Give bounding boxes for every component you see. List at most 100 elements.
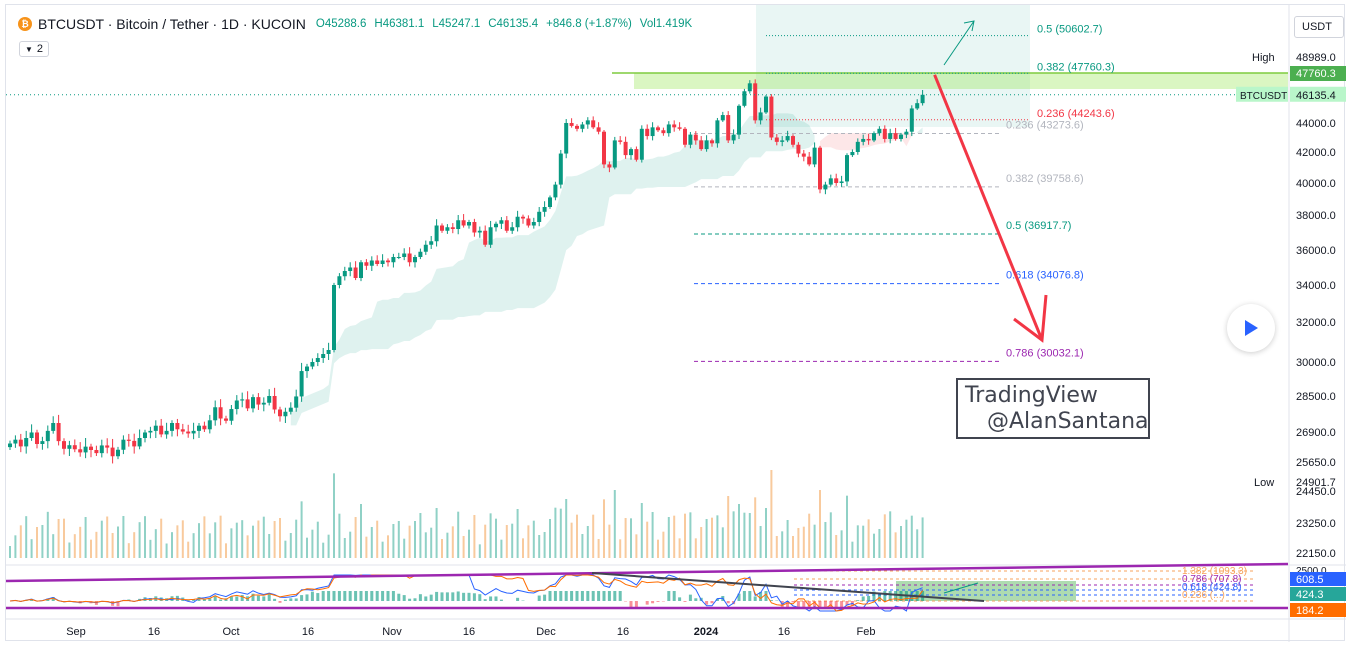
macd-hist xyxy=(786,601,790,608)
candle-body xyxy=(726,115,731,141)
signal-line xyxy=(9,574,924,612)
volume-bar xyxy=(181,520,184,558)
volume-bar xyxy=(462,536,465,558)
candle-body xyxy=(251,397,255,409)
volume-bar xyxy=(57,519,60,558)
candle-body xyxy=(888,133,893,139)
price-axis-label: 40000.0 xyxy=(1296,178,1336,190)
volume-bar xyxy=(581,534,584,558)
candle-body xyxy=(720,115,725,121)
volume-bar xyxy=(495,518,497,558)
time-axis-label: Dec xyxy=(536,626,556,638)
macd-hist xyxy=(262,596,266,601)
symbol-header[interactable]: ₿ BTCUSDT · Bitcoin / Tether · 1D · KUCO… xyxy=(18,16,700,32)
macd-hist xyxy=(683,601,687,602)
macd-hist xyxy=(548,591,552,601)
volume-bar xyxy=(300,501,303,558)
macd-hist xyxy=(834,601,838,609)
macd-hist xyxy=(391,591,395,601)
volume-bar xyxy=(484,524,487,558)
time-axis-label: 16 xyxy=(617,626,629,638)
indicators-toggle-button[interactable]: ▼ 2 xyxy=(19,41,49,57)
volume-bar xyxy=(392,524,395,558)
high-label: High xyxy=(1252,52,1275,64)
time-axis-label: 16 xyxy=(302,626,314,638)
macd-pane: 1.382 (1093.3)0.786 (707.8)0.618 (424.8)… xyxy=(6,562,1346,617)
macd-hist xyxy=(807,601,811,609)
price-chart[interactable]: 0.5 (50602.7) 0.382 (47760.3) 0.236 (44243… xyxy=(6,5,1346,642)
candle-body xyxy=(191,430,196,434)
volume-bar xyxy=(52,534,55,558)
candle-body xyxy=(515,216,520,228)
volume-bar xyxy=(46,511,49,558)
candle-body xyxy=(661,130,666,134)
candle-body xyxy=(893,133,898,139)
candle-body xyxy=(488,227,493,245)
macd-hist xyxy=(386,591,390,601)
currency-button[interactable]: USDT xyxy=(1294,16,1344,38)
candle-body xyxy=(407,253,412,263)
fib-down-label: 0.236 (43273.6) xyxy=(1006,120,1084,132)
candle-body xyxy=(62,441,66,449)
candle-body xyxy=(13,439,18,444)
candle-body xyxy=(143,432,147,438)
macd-hist xyxy=(607,591,611,601)
candle-body xyxy=(332,285,336,350)
watermark-line1: TradingView xyxy=(965,383,1098,408)
candle-body xyxy=(391,257,396,263)
candle-body xyxy=(693,134,698,141)
volume-bar xyxy=(106,516,109,558)
candle-body xyxy=(105,445,110,448)
time-axis-label: Oct xyxy=(222,626,239,638)
candle-body xyxy=(634,149,639,160)
macd-up-arrow xyxy=(943,582,979,594)
volume-bar xyxy=(759,526,762,558)
volume-bar xyxy=(640,503,643,558)
candle-body xyxy=(477,230,482,233)
price-axis: 44000.0 42000.0 40000.0 38000.0 36000.0 34000… xyxy=(1236,5,1346,642)
volume-bar xyxy=(808,513,811,558)
symbol-title[interactable]: BTCUSDT · Bitcoin / Tether · 1D · KUCOIN xyxy=(38,16,306,32)
symbol-badge-label: BTCUSDT xyxy=(1240,91,1287,102)
watermark-line2: @AlanSantana xyxy=(987,409,1149,434)
ichimoku-cloud xyxy=(290,113,923,426)
time-axis-label: 16 xyxy=(778,626,790,638)
ohlc-close: C46135.4 xyxy=(488,18,539,30)
volume-bar xyxy=(883,514,886,558)
volume-bar xyxy=(387,535,389,558)
volume-bar xyxy=(435,508,438,558)
play-button[interactable] xyxy=(1227,304,1275,352)
macd-hist xyxy=(337,591,341,601)
volume-bar xyxy=(408,525,411,558)
volume-bar xyxy=(738,504,740,558)
volume-bar xyxy=(424,532,427,558)
osc-axis-label: 184.2 xyxy=(1296,605,1324,617)
resistance-zone xyxy=(634,73,1288,89)
volume-bar xyxy=(333,473,335,558)
fib-down-label: 0.618 (34076.8) xyxy=(1006,270,1084,282)
macd-hist xyxy=(256,595,260,601)
macd-hist xyxy=(402,595,406,601)
macd-hist xyxy=(413,598,417,601)
candle-body xyxy=(531,222,536,226)
volume-bar xyxy=(246,535,249,558)
candles xyxy=(8,79,925,464)
candle-body xyxy=(218,407,223,419)
high-value: 48989.0 xyxy=(1296,52,1336,64)
macd-hist xyxy=(818,601,822,609)
volume-bar xyxy=(403,538,406,558)
volume-bar xyxy=(570,522,573,558)
candle-body xyxy=(882,128,887,139)
macd-hist xyxy=(634,601,638,609)
macd-hist xyxy=(381,591,385,601)
candle-body xyxy=(429,241,434,245)
macd-hist xyxy=(580,591,584,601)
candle-body xyxy=(791,136,795,145)
volume-bar xyxy=(95,531,98,558)
macd-hist xyxy=(499,599,503,601)
candle-body xyxy=(159,425,164,435)
candle-body xyxy=(807,156,812,165)
macd-hist xyxy=(316,593,320,601)
candle-body xyxy=(175,423,180,430)
candle-body xyxy=(310,362,315,367)
